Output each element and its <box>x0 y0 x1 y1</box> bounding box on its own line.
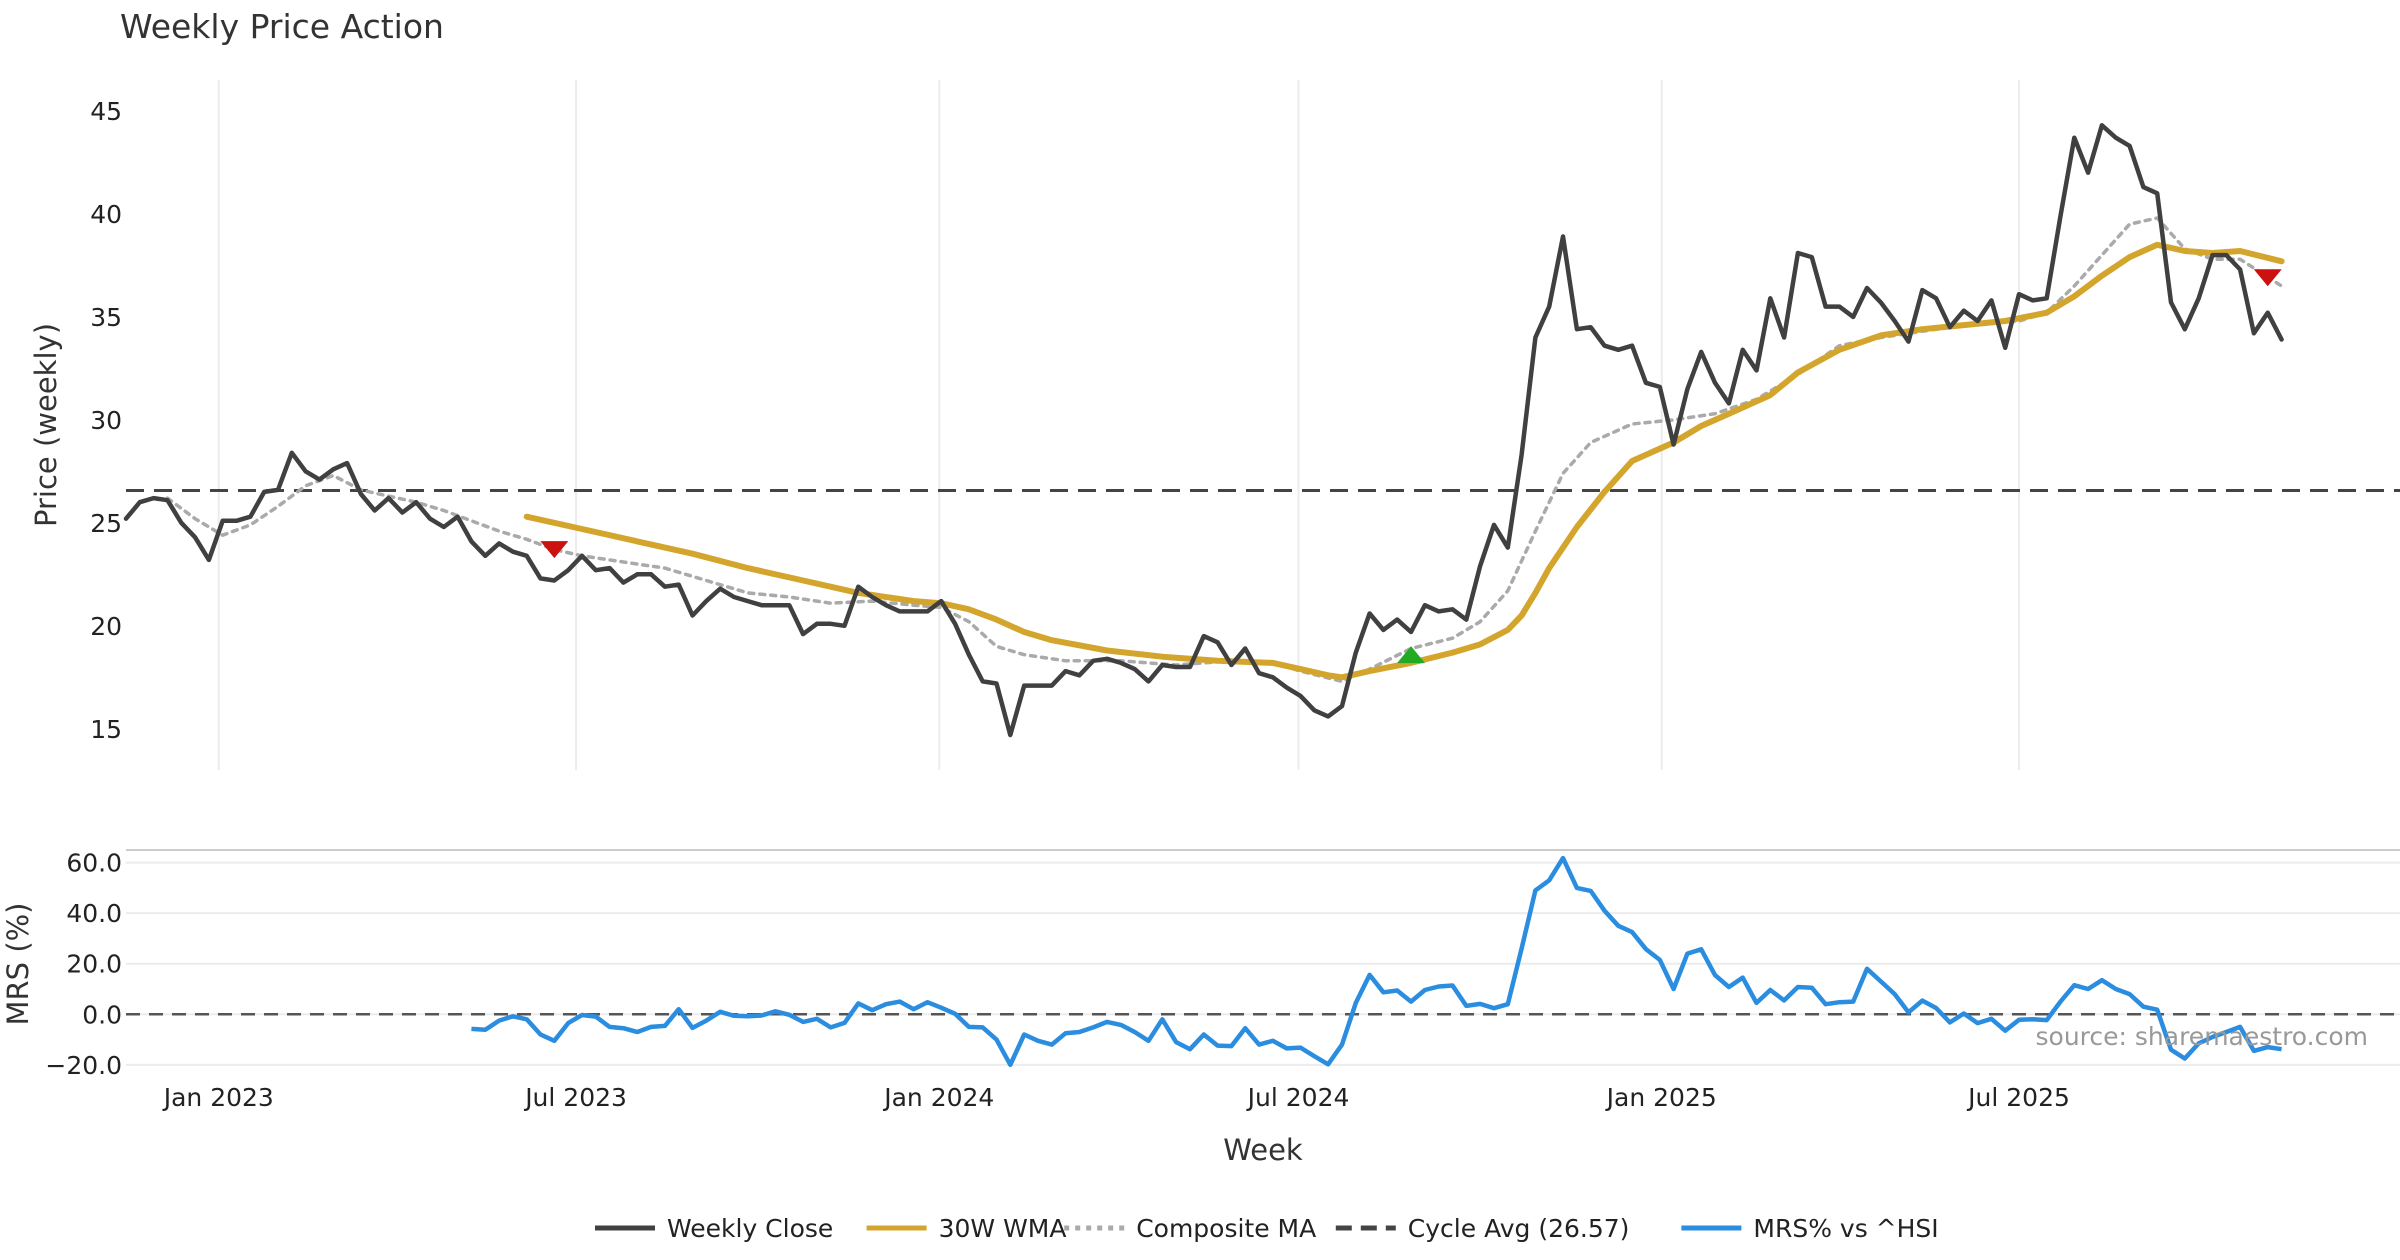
x-tick: Jan 2023 <box>162 1083 274 1112</box>
price-y-tick: 35 <box>90 303 122 332</box>
x-axis-ticks: Jan 2023 Jul 2023 Jan 2024 Jul 2024 Jan 2025… <box>162 1083 2070 1112</box>
legend: Weekly Close 30W WMA Composite MA Cycle Avg… <box>595 1214 1939 1243</box>
x-tick: Jul 2023 <box>523 1083 627 1112</box>
mrs-y-tick: 0.0 <box>82 1000 122 1029</box>
sell-signal-marker-0 <box>540 541 569 559</box>
legend-label-4: MRS% vs ^HSI <box>1753 1214 1938 1243</box>
buy-signal-marker-1 <box>1397 646 1426 664</box>
mrs-y-tick: 20.0 <box>66 950 122 979</box>
price-y-tick: 45 <box>90 97 122 126</box>
mrs-y-tick: −20.0 <box>45 1051 122 1080</box>
sell-signal-marker-2 <box>2253 269 2282 287</box>
legend-label-0: Weekly Close <box>667 1214 833 1243</box>
price-y-axis-ticks: 15 20 25 30 35 40 45 <box>90 97 122 744</box>
mrs-y-axis-ticks: 60.0 40.0 20.0 0.0 −20.0 <box>45 849 122 1080</box>
legend-label-3: Cycle Avg (26.57) <box>1408 1214 1630 1243</box>
price-y-tick: 20 <box>90 612 122 641</box>
wma-30w-line <box>523 241 2285 681</box>
mrs-y-tick: 40.0 <box>66 899 122 928</box>
weekly-close-line <box>123 123 2284 738</box>
price-y-axis-label: Price (weekly) <box>29 323 63 527</box>
mrs-y-tick: 60.0 <box>66 849 122 878</box>
x-tick: Jul 2025 <box>1966 1083 2070 1112</box>
price-y-tick: 15 <box>90 715 122 744</box>
composite-ma-line <box>165 216 2284 684</box>
legend-label-2: Composite MA <box>1136 1214 1316 1243</box>
x-tick: Jul 2024 <box>1246 1083 1350 1112</box>
mrs-line <box>471 855 2282 1068</box>
signal-markers <box>540 269 2282 664</box>
mrs-series-group <box>126 855 2400 1068</box>
price-y-tick: 25 <box>90 509 122 538</box>
price-panel-grid <box>217 80 2021 770</box>
price-y-tick: 30 <box>90 406 122 435</box>
x-tick: Jan 2025 <box>1605 1083 1717 1112</box>
price-series-group <box>123 123 2400 738</box>
mrs-y-axis-label: MRS (%) <box>1 903 35 1026</box>
source-note: source: sharemaestro.com <box>2036 1022 2369 1051</box>
x-axis-label: Week <box>1223 1133 1303 1167</box>
price-y-tick: 40 <box>90 200 122 229</box>
chart-title: Weekly Price Action <box>120 7 444 46</box>
x-tick: Jan 2024 <box>882 1083 994 1112</box>
legend-label-1: 30W WMA <box>939 1214 1067 1243</box>
